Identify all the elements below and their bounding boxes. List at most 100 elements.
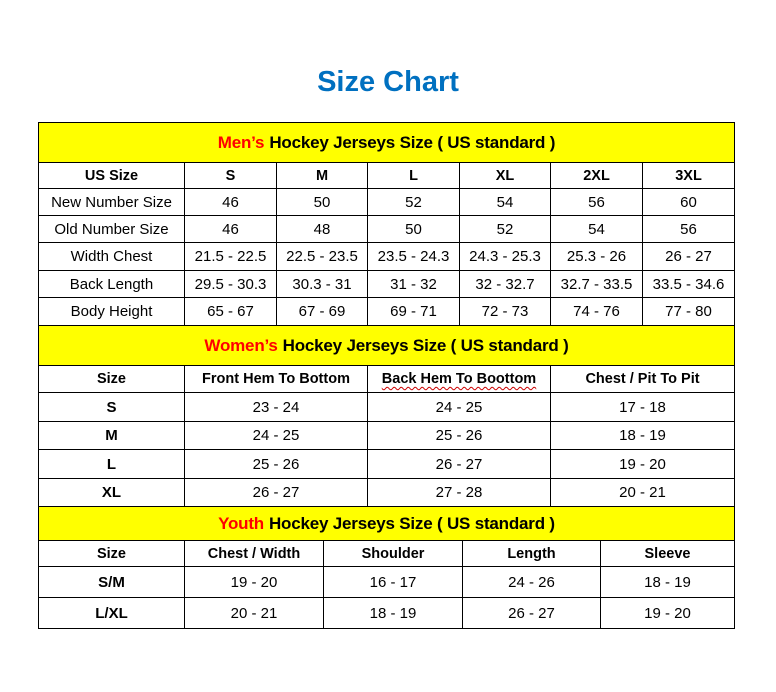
table-cell: 26 - 27 [642, 243, 734, 270]
table-row: Old Number Size 46 48 50 52 54 56 [39, 216, 734, 243]
table-cell: 50 [367, 216, 459, 242]
row-label: S/M [98, 573, 125, 591]
table-cell: 56 [550, 189, 642, 215]
section-heading-text: Hockey Jerseys Size ( US standard ) [268, 513, 555, 533]
table-row: Back Length 29.5 - 30.3 30.3 - 31 31 - 32 32… [39, 271, 734, 298]
table-row: Width Chest 21.5 - 22.5 22.5 - 23.5 23.5 - … [39, 243, 734, 271]
page-title: Size Chart [317, 66, 459, 98]
table-cell: 72 - 73 [459, 298, 550, 325]
row-label: New Number Size [51, 193, 172, 211]
table-row: XL 26 - 27 27 - 28 20 - 21 [39, 479, 734, 507]
table-cell: 21.5 - 22.5 [184, 243, 276, 270]
table-cell: 23 - 24 [184, 393, 367, 421]
youth-section: Youth Hockey Jerseys Size ( US standard )… [39, 507, 734, 629]
table-cell: 52 [459, 216, 550, 242]
table-row: New Number Size 46 50 52 54 56 60 [39, 189, 734, 216]
table-cell: 24 - 25 [367, 393, 550, 421]
table-cell: 19 - 20 [600, 598, 734, 628]
column-header: Sleeve [600, 541, 734, 566]
row-label: Width Chest [70, 248, 153, 265]
table-cell: 52 [367, 189, 459, 215]
table-cell: 23.5 - 24.3 [367, 243, 459, 270]
column-header: Shoulder [323, 541, 462, 566]
table-cell: 25.3 - 26 [550, 243, 642, 270]
table-cell: 22.5 - 23.5 [276, 243, 367, 270]
table-cell: 18 - 19 [550, 422, 734, 449]
table-cell: 20 - 21 [550, 479, 734, 506]
row-label: Old Number Size [54, 220, 169, 238]
row-label: Body Height [70, 303, 153, 320]
table-cell: 19 - 20 [550, 450, 734, 478]
header-row: US Size S M L XL 2XL 3XL [39, 163, 734, 189]
section-highlight: Youth [218, 513, 264, 533]
column-header: Back Hem To Boottom [367, 366, 550, 392]
column-header: L [367, 163, 459, 188]
table-row: L 25 - 26 26 - 27 19 - 20 [39, 450, 734, 479]
table-cell: 25 - 26 [184, 450, 367, 478]
table-cell: 24.3 - 25.3 [459, 243, 550, 270]
column-header: 3XL [642, 163, 734, 188]
column-header: S [184, 163, 276, 188]
column-header: Size [96, 371, 126, 387]
table-row: L/XL 20 - 21 18 - 19 26 - 27 19 - 20 [39, 598, 734, 629]
table-cell: 30.3 - 31 [276, 271, 367, 297]
table-cell: 24 - 26 [462, 567, 600, 597]
row-label: S [106, 398, 117, 416]
column-header: Size [96, 545, 126, 562]
column-header: Chest / Pit To Pit [550, 366, 734, 392]
table-cell: 69 - 71 [367, 298, 459, 325]
table-row: S 23 - 24 24 - 25 17 - 18 [39, 393, 734, 422]
table-cell: 31 - 32 [367, 271, 459, 297]
table-cell: 18 - 19 [323, 598, 462, 628]
table-cell: 29.5 - 30.3 [184, 271, 276, 297]
table-cell: 18 - 19 [600, 567, 734, 597]
youth-section-heading: Youth Hockey Jerseys Size ( US standard ) [39, 507, 734, 541]
column-header: Length [462, 541, 600, 566]
row-label: M [105, 427, 118, 444]
table-cell: 33.5 - 34.6 [642, 271, 734, 297]
table-cell: 26 - 27 [462, 598, 600, 628]
table-cell: 56 [642, 216, 734, 242]
table-cell: 65 - 67 [184, 298, 276, 325]
table-row: S/M 19 - 20 16 - 17 24 - 26 18 - 19 [39, 567, 734, 598]
table-cell: 50 [276, 189, 367, 215]
column-header: Chest / Width [184, 541, 323, 566]
row-label: L [106, 455, 117, 473]
table-cell: 32 - 32.7 [459, 271, 550, 297]
table-row: M 24 - 25 25 - 26 18 - 19 [39, 422, 734, 450]
table-cell: 32.7 - 33.5 [550, 271, 642, 297]
men-section-heading: Men’s Hockey Jerseys Size ( US standard ) [39, 123, 734, 163]
table-cell: 24 - 25 [184, 422, 367, 449]
column-header: 2XL [550, 163, 642, 188]
header-row: Size Chest / Width Shoulder Length Sleeve [39, 541, 734, 567]
table-cell: 46 [184, 216, 276, 242]
table-cell: 46 [184, 189, 276, 215]
size-chart: Men’s Hockey Jerseys Size ( US standard )… [38, 122, 735, 629]
column-header: XL [459, 163, 550, 188]
table-cell: 25 - 26 [367, 422, 550, 449]
column-header-text: Back Hem To Boottom [381, 371, 537, 387]
table-cell: 19 - 20 [184, 567, 323, 597]
row-label: XL [101, 484, 122, 501]
table-cell: 67 - 69 [276, 298, 367, 325]
section-highlight: Men’s [217, 132, 265, 152]
table-row: Body Height 65 - 67 67 - 69 69 - 71 72 - 73 7… [39, 298, 734, 326]
table-cell: 16 - 17 [323, 567, 462, 597]
women-section: Women’s Hockey Jerseys Size ( US standard… [39, 326, 734, 507]
table-cell: 77 - 80 [642, 298, 734, 325]
men-section: Men’s Hockey Jerseys Size ( US standard )… [39, 123, 734, 326]
table-cell: 20 - 21 [184, 598, 323, 628]
table-cell: 26 - 27 [184, 479, 367, 506]
table-cell: 27 - 28 [367, 479, 550, 506]
header-row: Size Front Hem To Bottom Back Hem To Boott… [39, 366, 734, 393]
section-highlight: Women’s [204, 335, 278, 355]
column-header: Front Hem To Bottom [184, 366, 367, 392]
column-header: US Size [84, 167, 139, 184]
table-cell: 54 [459, 189, 550, 215]
table-cell: 60 [642, 189, 734, 215]
table-cell: 26 - 27 [367, 450, 550, 478]
row-label: Back Length [69, 275, 154, 293]
row-label: L/XL [95, 604, 128, 622]
table-cell: 48 [276, 216, 367, 242]
table-cell: 17 - 18 [550, 393, 734, 421]
